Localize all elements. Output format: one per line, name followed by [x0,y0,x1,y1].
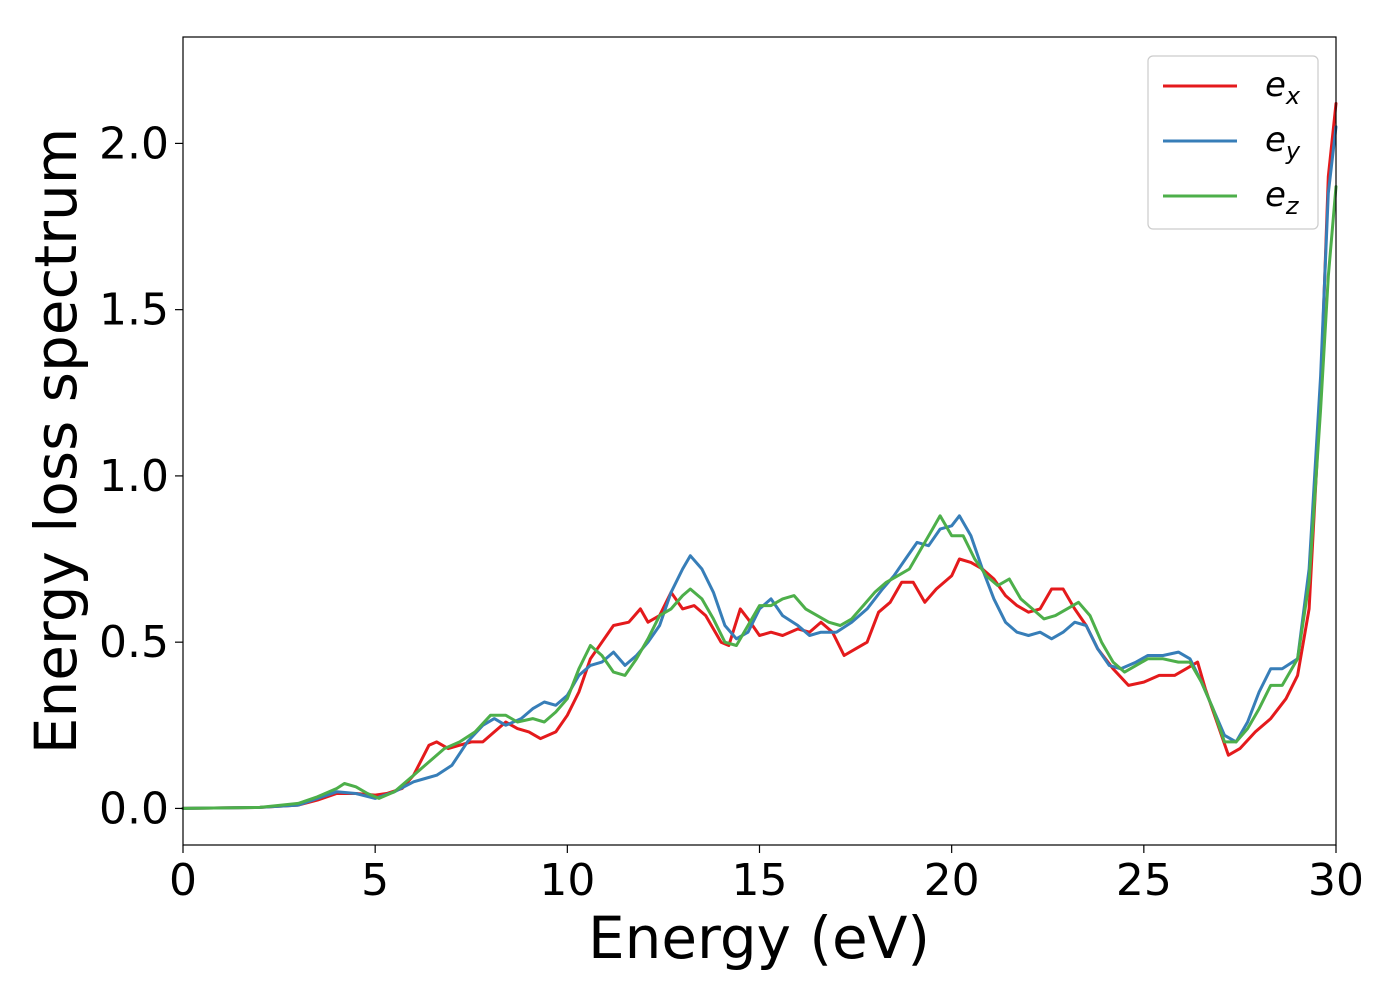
x-tick-label: 5 [361,855,389,906]
y-tick-label: 2.0 [99,118,169,169]
legend-label-y: ey [1265,120,1301,165]
series-line-x [181,102,1338,810]
series-layer [181,102,1338,810]
legend-label-z: ez [1265,175,1300,220]
series-line-z [181,185,1338,810]
y-tick-label: 0.0 [99,783,169,834]
x-tick-label: 30 [1308,855,1364,906]
y-tick-label: 1.0 [99,451,169,502]
series-line-y [181,125,1338,810]
plot-area [183,37,1336,845]
y-axis: 0.0 0.5 1.0 1.5 2.0 [99,118,183,834]
y-tick-label: 1.5 [99,285,169,336]
x-tick-label: 0 [169,855,197,906]
y-tick-label: 0.5 [99,617,169,668]
legend: ex ey ez [1147,55,1319,230]
x-axis-title: Energy (eV) [588,904,930,972]
x-axis: 0 5 10 15 20 25 30 [169,845,1364,906]
x-tick-label: 20 [924,855,980,906]
legend-label-x: ex [1265,65,1301,110]
y-axis-title: Energy loss spectrum [22,128,90,754]
x-tick-label: 15 [732,855,788,906]
x-tick-label: 25 [1116,855,1172,906]
x-tick-label: 10 [539,855,595,906]
